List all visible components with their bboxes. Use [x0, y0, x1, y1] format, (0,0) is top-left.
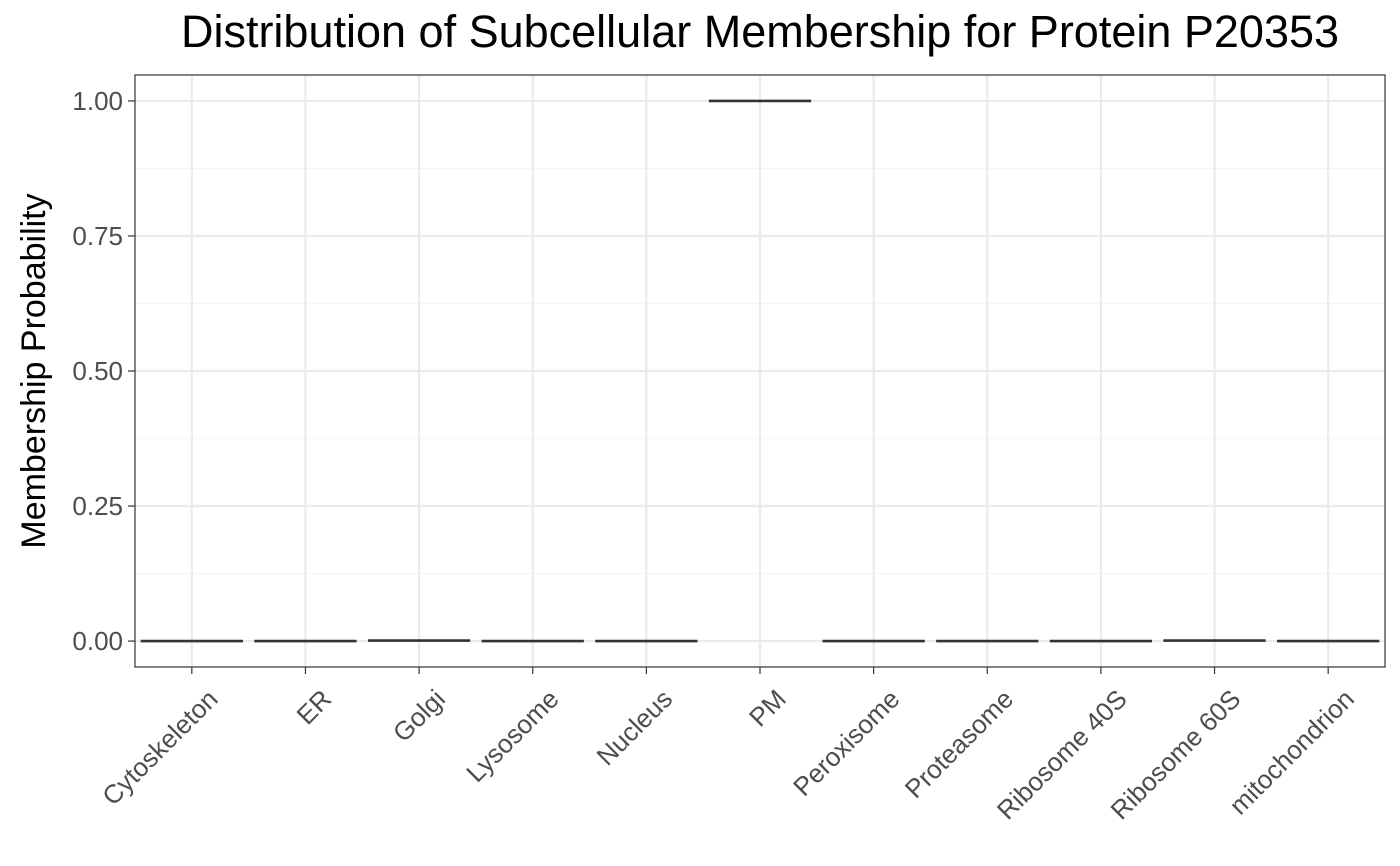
x-tick-label: Lysosome	[460, 684, 564, 788]
x-tick-label: Cytoskeleton	[96, 684, 224, 812]
x-tick-label: ER	[291, 684, 338, 731]
y-axis: 0.00 0.25 0.50 0.75 1.00	[72, 86, 135, 656]
x-tick-label: PM	[743, 684, 792, 733]
x-tick-label: Golgi	[387, 684, 451, 748]
y-tick-label: 0.25	[72, 491, 123, 521]
y-tick-label: 0.00	[72, 626, 123, 656]
x-tick-label: Peroxisome	[787, 684, 905, 802]
y-tick-label: 0.50	[72, 356, 123, 386]
x-tick-label: Proteasome	[899, 684, 1019, 804]
x-tick-label: Nucleus	[591, 684, 679, 772]
y-tick-label: 0.75	[72, 221, 123, 251]
chart-title: Distribution of Subcellular Membership f…	[180, 6, 1340, 57]
y-axis-title: Membership Probability	[15, 193, 53, 548]
grid-lines	[135, 75, 1385, 667]
x-axis: Cytoskeleton ER Golgi Lysosome Nucleus PMPero…	[96, 667, 1360, 825]
box-marks	[140, 99, 1380, 643]
y-tick-label: 1.00	[72, 86, 123, 116]
